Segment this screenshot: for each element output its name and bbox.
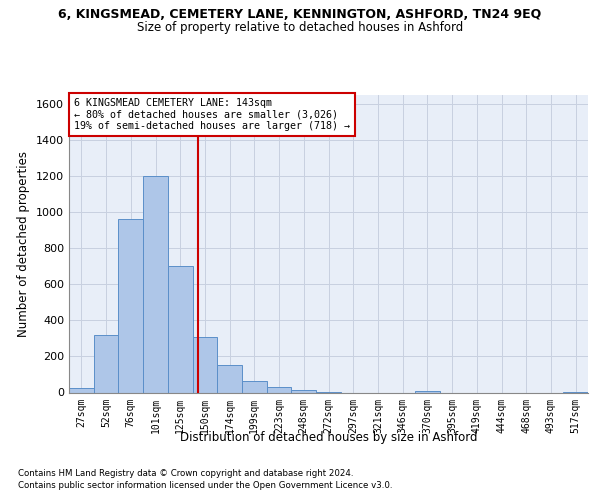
- Y-axis label: Number of detached properties: Number of detached properties: [17, 151, 31, 337]
- Bar: [118, 220, 143, 392]
- Bar: [94, 335, 118, 392]
- Bar: [267, 387, 292, 392]
- Bar: [415, 391, 440, 392]
- Text: 6 KINGSMEAD CEMETERY LANE: 143sqm
← 80% of detached houses are smaller (3,026)
1: 6 KINGSMEAD CEMETERY LANE: 143sqm ← 80% …: [74, 98, 350, 131]
- Text: 6, KINGSMEAD, CEMETERY LANE, KENNINGTON, ASHFORD, TN24 9EQ: 6, KINGSMEAD, CEMETERY LANE, KENNINGTON,…: [58, 8, 542, 20]
- Bar: [217, 364, 242, 392]
- Bar: [143, 176, 168, 392]
- Bar: [193, 336, 217, 392]
- Text: Contains HM Land Registry data © Crown copyright and database right 2024.: Contains HM Land Registry data © Crown c…: [18, 469, 353, 478]
- Text: Size of property relative to detached houses in Ashford: Size of property relative to detached ho…: [137, 21, 463, 34]
- Text: Contains public sector information licensed under the Open Government Licence v3: Contains public sector information licen…: [18, 481, 392, 490]
- Bar: [242, 381, 267, 392]
- Text: Distribution of detached houses by size in Ashford: Distribution of detached houses by size …: [180, 431, 478, 444]
- Bar: [168, 266, 193, 392]
- Bar: [69, 388, 94, 392]
- Bar: [292, 390, 316, 392]
